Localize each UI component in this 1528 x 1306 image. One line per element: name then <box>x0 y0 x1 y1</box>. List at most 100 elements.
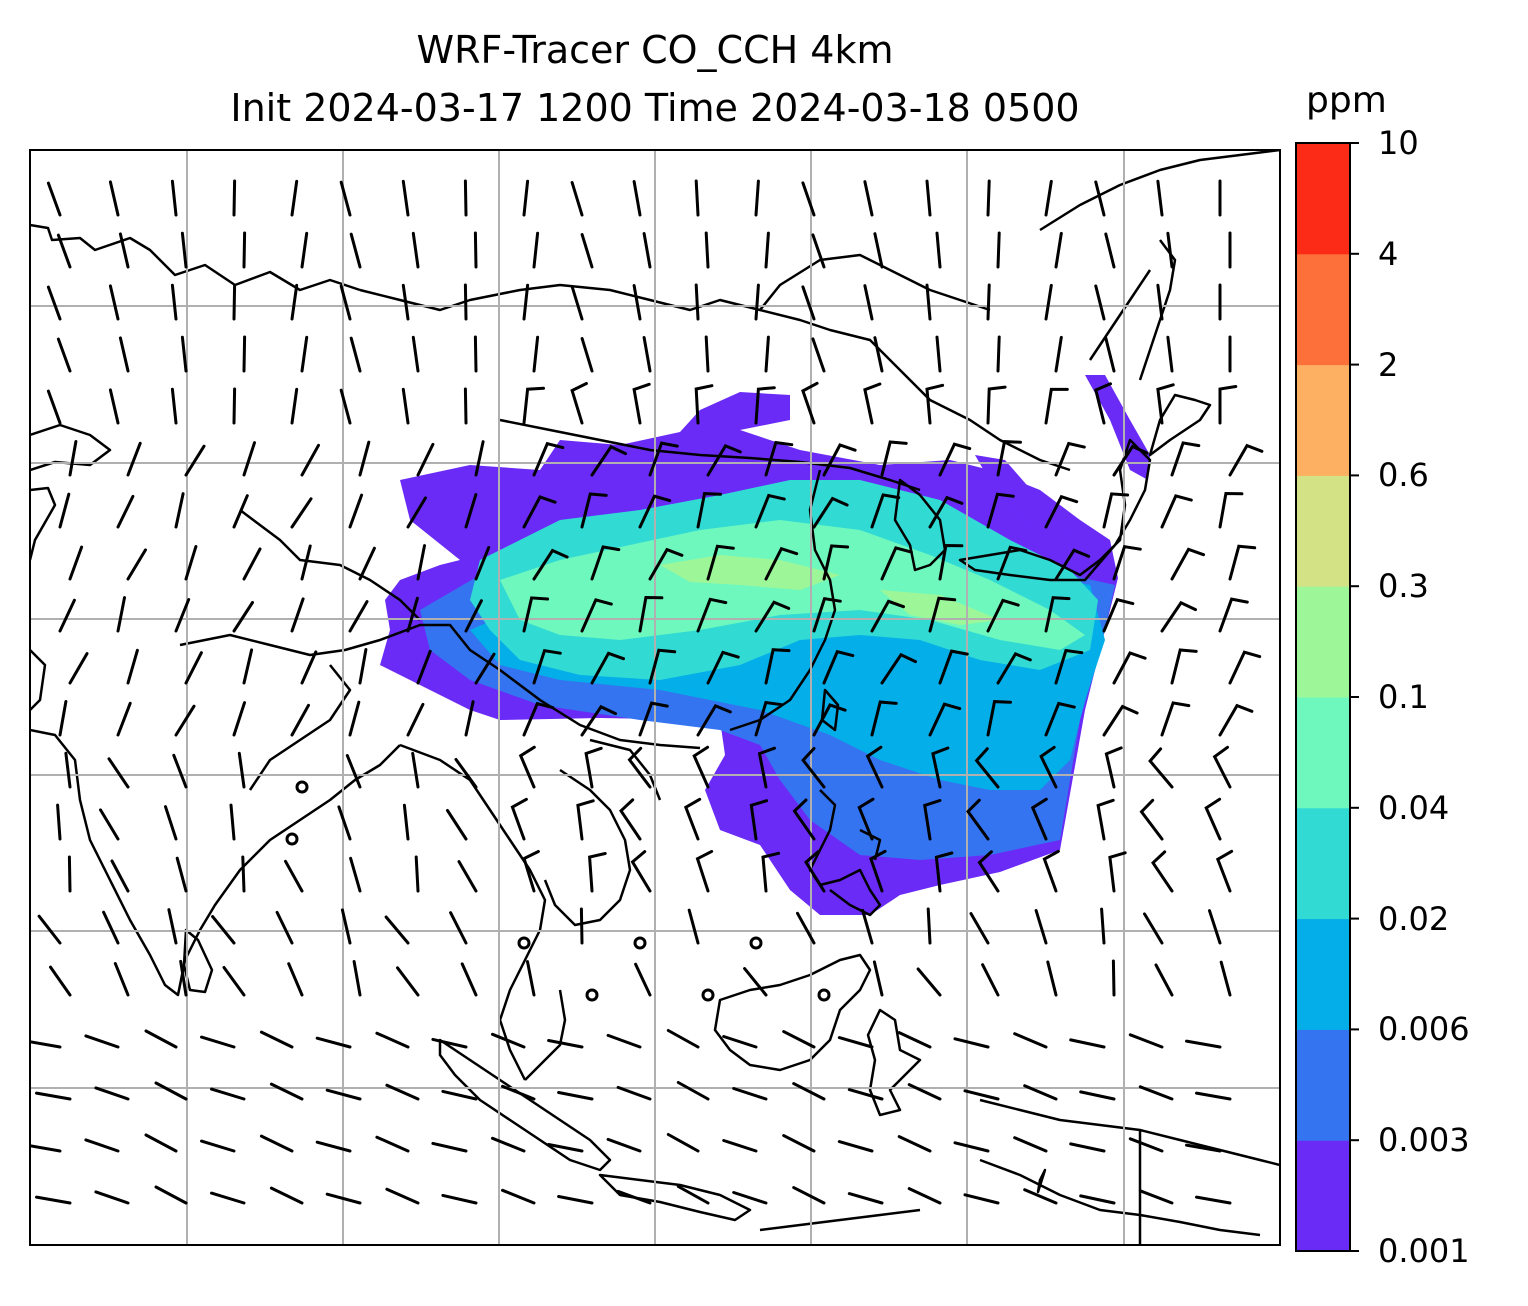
wind-barb <box>532 231 540 269</box>
wind-barb <box>880 440 908 477</box>
wind-barb <box>174 598 191 633</box>
wind-barb <box>375 1031 410 1049</box>
wind-barb <box>996 545 1028 581</box>
wind-barb <box>457 860 478 893</box>
wind-barb <box>757 746 776 789</box>
plume-level-1b <box>1085 375 1150 480</box>
wind-barb <box>648 547 684 581</box>
wind-barb <box>811 337 826 373</box>
wind-barb <box>966 798 990 841</box>
wind-barb <box>732 1087 768 1101</box>
wind-barb <box>473 335 478 373</box>
wind-barb <box>464 700 475 737</box>
wind-barb <box>290 597 305 633</box>
wind-barb <box>68 440 78 477</box>
wind-barb <box>666 1133 700 1153</box>
wind-barb <box>1108 851 1127 893</box>
wind-barb <box>696 597 728 633</box>
wind-barb <box>491 1136 526 1153</box>
wind-barb <box>1170 547 1205 581</box>
wind-barb <box>696 492 722 529</box>
wind-barb <box>986 700 1012 737</box>
wind-barb <box>1044 596 1071 633</box>
wind-barb <box>1156 383 1175 425</box>
wind-barb <box>402 803 410 841</box>
wind-barb <box>522 495 557 529</box>
wind-barb <box>812 496 849 529</box>
wind-barb <box>242 441 256 477</box>
wind-barb <box>259 1030 294 1049</box>
wind-barb <box>58 598 76 633</box>
wind-barb <box>754 600 791 633</box>
wind-barb <box>588 852 607 893</box>
wind-barb <box>385 1083 420 1101</box>
wind-barb <box>1228 650 1262 685</box>
wind-barb <box>1044 283 1053 321</box>
colorbar-units: ppm <box>1306 80 1387 121</box>
wind-barb <box>1054 548 1091 581</box>
wind-barb <box>981 963 1000 997</box>
wind-barb <box>1069 1038 1106 1049</box>
wind-barb <box>170 283 178 321</box>
wind-barb <box>401 179 410 217</box>
wind-barb <box>339 284 352 321</box>
wind-barb <box>606 1033 642 1049</box>
wind-barb <box>154 1185 188 1205</box>
colorbar-segment <box>1296 253 1350 366</box>
wind-barb <box>963 1089 1000 1101</box>
wind-barb <box>474 652 496 685</box>
wind-barb <box>706 544 735 581</box>
wind-barb <box>666 1029 700 1049</box>
wind-barb <box>706 444 742 477</box>
wind-barb <box>526 960 536 997</box>
wind-barb <box>275 910 294 945</box>
wind-barb <box>792 1082 826 1101</box>
wind-barb <box>923 799 942 841</box>
wind-barb <box>1228 544 1257 581</box>
wind-barb <box>1204 797 1222 841</box>
wind-barb <box>1102 597 1135 633</box>
wind-barb <box>1104 746 1123 789</box>
wind-barb <box>102 910 120 945</box>
wind-barb <box>108 180 120 217</box>
wind-barb <box>315 1140 352 1153</box>
wind-barb <box>801 181 816 217</box>
wind-barb <box>290 703 310 737</box>
wind-barb <box>792 798 816 841</box>
wind-barb <box>290 387 299 425</box>
wind-barb <box>501 1084 536 1101</box>
wind-barb <box>1219 960 1232 997</box>
wind-barb <box>743 967 768 997</box>
wind-barb <box>406 596 419 633</box>
wind-barb <box>58 700 68 737</box>
wind-barb <box>144 1029 178 1049</box>
plume-level-6b <box>880 590 1000 625</box>
wind-barb <box>897 1135 932 1153</box>
wind-barb <box>340 908 352 945</box>
wind-barb <box>259 1134 294 1153</box>
wind-barb <box>764 231 770 269</box>
wind-barb <box>764 440 794 477</box>
wind-barb <box>1069 1142 1106 1153</box>
wind-barb <box>116 494 135 529</box>
colorbar-tick-label: 0.001 <box>1378 1232 1470 1270</box>
wind-barb <box>518 745 536 789</box>
wind-barb <box>352 960 362 997</box>
wind-barb <box>1215 849 1234 893</box>
wind-barb <box>300 443 320 477</box>
wind-barb <box>606 1137 642 1153</box>
wind-barb <box>692 745 710 789</box>
calm-wind-circle <box>701 988 715 1002</box>
wind-barb <box>348 600 369 633</box>
wind-barb <box>695 849 714 893</box>
wind-barb <box>116 596 126 633</box>
wind-barb <box>642 336 652 373</box>
wind-barb <box>170 387 178 425</box>
wind-barb <box>694 179 700 217</box>
wind-barb <box>441 1089 478 1101</box>
wind-barb <box>863 284 874 321</box>
wind-barb <box>180 231 188 269</box>
wind-barb <box>416 544 426 581</box>
wind-barb <box>1094 382 1112 425</box>
wind-barb <box>345 754 362 789</box>
